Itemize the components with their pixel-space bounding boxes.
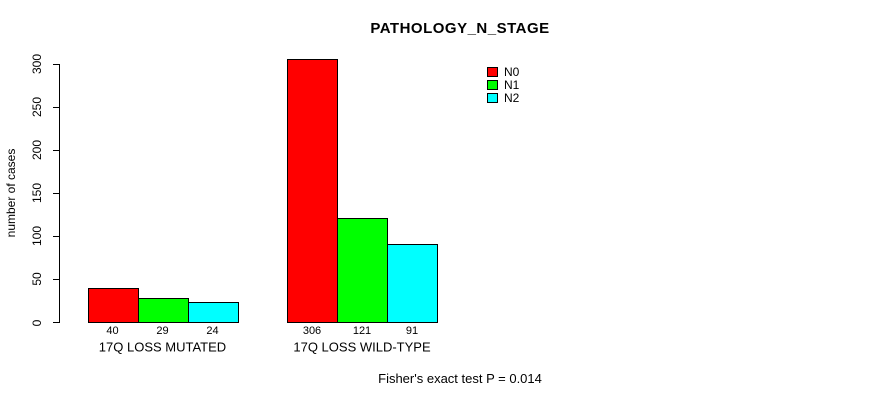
- bar-value-label-text: 29: [156, 325, 169, 337]
- legend-label-N1: N1: [504, 77, 520, 92]
- legend-swatch-N0: [487, 66, 498, 77]
- y-tick: [52, 278, 60, 280]
- bar-value-label-text: 24: [206, 325, 219, 337]
- bar-N2: [387, 244, 438, 324]
- y-tick-label-text: 150: [30, 183, 44, 204]
- bar-N1: [337, 218, 388, 324]
- y-tick-label-text: 250: [30, 97, 44, 118]
- chart-title: PATHOLOGY_N_STAGE: [370, 20, 550, 37]
- bar-N0: [287, 58, 338, 324]
- y-tick: [52, 149, 60, 151]
- bar-N0: [87, 288, 139, 324]
- legend: N0 N1 N2: [487, 64, 520, 105]
- y-tick-label-text: 0: [30, 319, 44, 326]
- bar-value-label-text: 121: [352, 325, 372, 337]
- bar-N1: [137, 297, 189, 324]
- category-label-text: 17Q LOSS WILD-TYPE: [293, 339, 431, 355]
- legend-label-N2: N2: [504, 90, 520, 105]
- y-tick-label-text: 300: [30, 53, 44, 75]
- y-tick: [52, 192, 60, 194]
- bar-value-label-text: 91: [405, 325, 419, 337]
- bar-value-label-text: 306: [302, 325, 322, 337]
- y-tick-label-text: 50: [30, 272, 44, 287]
- y-tick: [52, 235, 60, 237]
- legend-item-N2: N2: [487, 90, 520, 105]
- y-tick: [52, 63, 60, 65]
- y-tick: [52, 322, 60, 323]
- y-tick-label-text: 100: [30, 226, 44, 247]
- category-label-text: 17Q LOSS MUTATED: [98, 339, 227, 355]
- y-tick-label-text: 200: [30, 140, 44, 161]
- legend-swatch-N1: [487, 79, 498, 90]
- y-axis-line: [59, 64, 60, 323]
- y-tick: [52, 106, 60, 108]
- bar-value-label-text: 40: [106, 325, 119, 337]
- legend-item-N1: N1: [487, 77, 520, 92]
- y-axis-title-text: number of cases: [4, 148, 18, 238]
- legend-item-N0: N0: [487, 64, 520, 79]
- footnote: Fisher's exact test P = 0.014: [378, 371, 542, 386]
- legend-label-N0: N0: [504, 64, 520, 79]
- legend-swatch-N2: [487, 92, 498, 103]
- bar-N2: [187, 301, 239, 324]
